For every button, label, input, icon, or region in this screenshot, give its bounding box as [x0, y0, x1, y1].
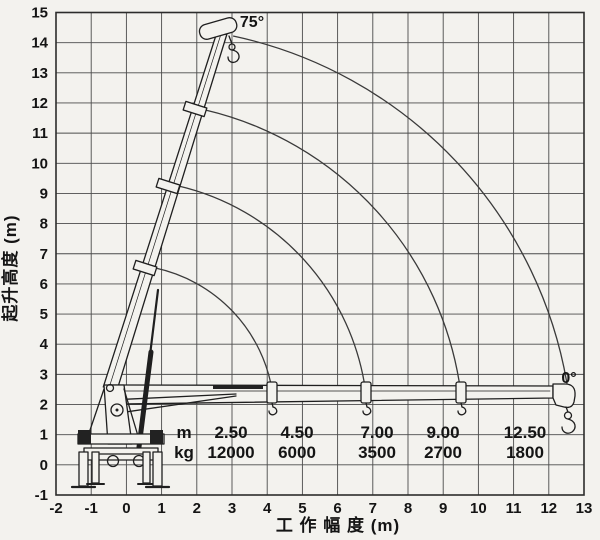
load-table-radius-value: 2.50 — [214, 423, 247, 442]
x-tick-label: 6 — [333, 500, 341, 517]
boom-extended-0deg — [109, 381, 576, 415]
load-table-capacity-value: 1800 — [506, 443, 544, 462]
x-axis-ticks: -2 -1 0 1 2 3 4 5 6 7 8 9 10 11 12 13 — [49, 500, 592, 517]
x-tick-label: 0 — [122, 500, 130, 517]
hook-icon-section-1 — [268, 402, 278, 416]
x-tick-label: 5 — [298, 500, 306, 517]
load-table-capacity-value: 12000 — [207, 443, 254, 462]
boom-angle-max-label: 75° — [240, 14, 264, 31]
envelope-arc — [204, 109, 462, 393]
x-tick-label: 11 — [506, 500, 522, 517]
x-tick-label: 12 — [540, 500, 557, 517]
load-table-row-label-m: m — [176, 423, 191, 442]
x-tick-label: 8 — [404, 500, 412, 517]
hook-icon-section-2 — [362, 402, 372, 416]
y-tick-label: 5 — [40, 306, 48, 323]
y-tick-label: 13 — [31, 65, 48, 82]
envelope-arc — [177, 185, 367, 393]
boom-angle-min-label: 0° — [561, 370, 576, 387]
x-axis-title: 工 作 幅 度 (m) — [276, 515, 400, 535]
x-tick-label: -2 — [49, 500, 62, 517]
hook-icon-raised-tip — [227, 35, 240, 64]
outrigger-right-inner — [142, 451, 151, 484]
x-tick-label: -1 — [85, 500, 98, 517]
boom-pivot — [105, 383, 115, 393]
x-tick-label: 2 — [193, 500, 201, 517]
boom-head-horizontal — [552, 383, 576, 409]
envelope-arc — [232, 35, 569, 392]
y-tick-label: 1 — [40, 427, 48, 444]
y-axis-title: 起升高度 (m) — [0, 214, 20, 322]
crane-illustration — [70, 17, 576, 489]
outrigger-left-outer — [78, 451, 89, 487]
boom-section-stripe — [213, 385, 263, 389]
x-tick-label: 7 — [369, 500, 377, 517]
boom-tip-arcs — [154, 35, 569, 393]
load-table-radius-value: 4.50 — [280, 423, 313, 442]
y-tick-label: 12 — [31, 95, 48, 112]
boom-raised-75deg — [102, 17, 238, 392]
envelope-arc — [154, 267, 274, 393]
hook-icon-main-tip — [561, 406, 576, 434]
load-table-capacity-value: 2700 — [424, 443, 462, 462]
y-tick-label: 11 — [32, 125, 48, 142]
x-tick-label: 1 — [157, 500, 165, 517]
outrigger-legs — [70, 451, 171, 489]
y-tick-label: 14 — [31, 35, 48, 52]
hook-icon-section-3 — [457, 402, 467, 416]
grid-lines — [55, 12, 585, 496]
x-tick-label: 9 — [439, 500, 447, 517]
y-tick-label: 6 — [40, 276, 48, 293]
linkage-roller-left — [106, 454, 120, 468]
load-table-radius-value: 9.00 — [426, 423, 459, 442]
y-tick-label: 15 — [31, 5, 48, 22]
y-tick-label: 3 — [40, 366, 48, 383]
load-table-radius-value: 12.50 — [504, 423, 547, 442]
boom-head-raised — [198, 17, 238, 40]
load-table-capacity-value: 3500 — [358, 443, 396, 462]
y-tick-label: -1 — [35, 487, 48, 504]
load-table-radius-value: 7.00 — [360, 423, 393, 442]
y-tick-label: 4 — [40, 336, 49, 353]
luffing-cylinder — [136, 288, 160, 450]
x-tick-label: 13 — [576, 500, 593, 517]
y-tick-label: 8 — [40, 216, 48, 233]
x-tick-label: 3 — [228, 500, 236, 517]
x-tick-label: 10 — [470, 500, 487, 517]
plot-border — [55, 11, 585, 496]
load-table-capacity-value: 6000 — [278, 443, 316, 462]
outrigger-right-outer — [152, 451, 163, 487]
y-tick-label: 0 — [40, 457, 48, 474]
load-table-row-label-kg: kg — [174, 443, 194, 462]
x-tick-label: 4 — [263, 500, 272, 517]
y-tick-label: 7 — [40, 246, 48, 263]
outrigger-left-inner — [91, 451, 100, 484]
y-tick-label: 10 — [31, 155, 48, 172]
y-tick-label: 9 — [40, 185, 48, 202]
y-tick-label: 2 — [40, 397, 48, 414]
